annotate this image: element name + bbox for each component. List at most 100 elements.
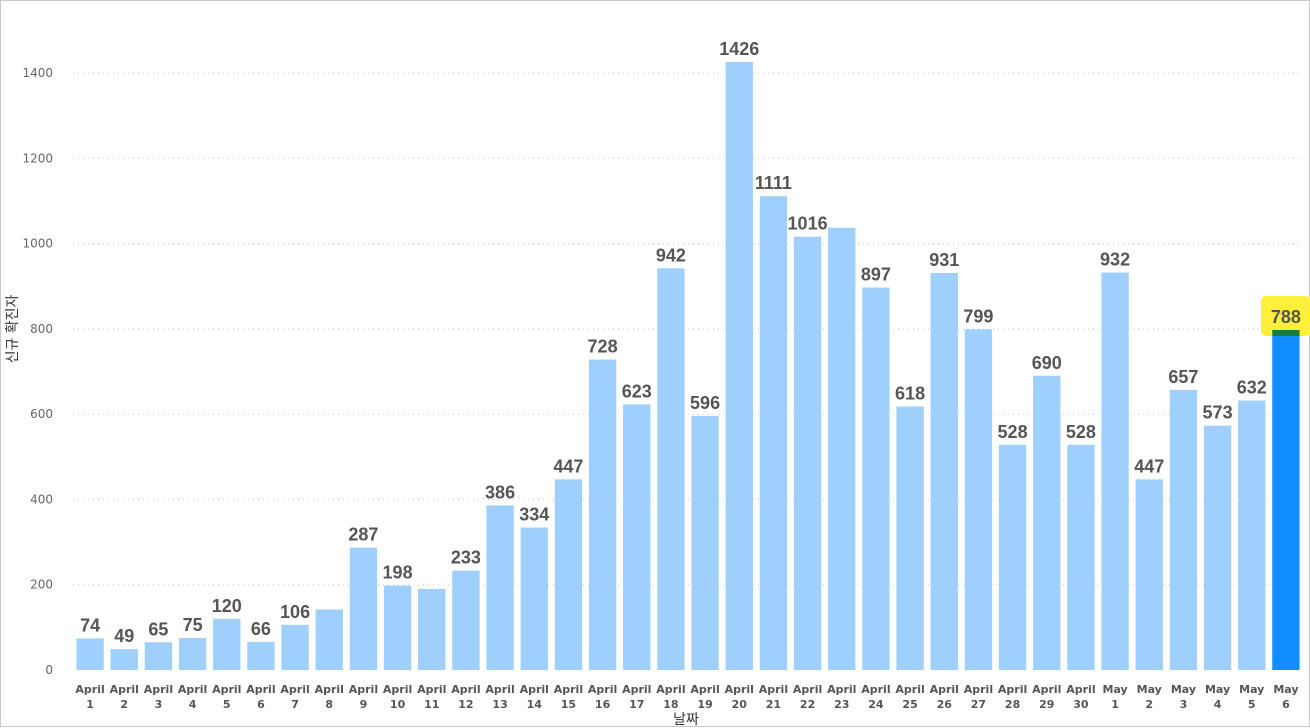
x-tick-month: April xyxy=(485,683,514,696)
bar[interactable] xyxy=(725,61,753,671)
bar[interactable] xyxy=(520,527,548,670)
bar[interactable] xyxy=(554,479,583,670)
x-tick-month: April xyxy=(212,683,241,696)
bar[interactable] xyxy=(281,624,309,670)
y-tick-label: 0 xyxy=(45,663,53,677)
bar[interactable] xyxy=(1033,375,1061,670)
x-tick-day: 27 xyxy=(971,698,986,711)
bar[interactable] xyxy=(349,547,378,670)
x-tick-month: April xyxy=(588,683,617,696)
x-tick-month: April xyxy=(315,683,344,696)
data-label: 1016 xyxy=(788,214,828,234)
highlight-marker xyxy=(1272,329,1300,336)
x-tick-month: April xyxy=(793,683,822,696)
x-tick-month: April xyxy=(895,683,924,696)
bar[interactable] xyxy=(144,642,173,670)
bar[interactable] xyxy=(452,570,480,670)
x-tick-day: 8 xyxy=(325,698,333,711)
x-tick-day: 4 xyxy=(1214,698,1222,711)
x-tick-month: April xyxy=(554,683,583,696)
bar[interactable] xyxy=(862,287,890,670)
x-tick-day: 1 xyxy=(86,698,94,711)
bar[interactable] xyxy=(418,588,446,670)
bar[interactable] xyxy=(178,638,207,670)
bar[interactable] xyxy=(588,359,617,670)
bar[interactable] xyxy=(1101,272,1129,670)
x-tick-day: 30 xyxy=(1073,698,1089,711)
data-label: 690 xyxy=(1032,353,1062,373)
x-tick-day: 19 xyxy=(697,698,712,711)
x-tick-day: 3 xyxy=(1180,698,1188,711)
x-tick-day: 14 xyxy=(527,698,543,711)
data-label: 66 xyxy=(251,619,271,639)
data-label: 932 xyxy=(1100,250,1130,270)
y-tick-label: 200 xyxy=(30,578,53,592)
bar[interactable] xyxy=(1135,479,1163,670)
y-tick-label: 400 xyxy=(30,492,53,506)
bar[interactable] xyxy=(1272,333,1300,670)
highlight-label-background xyxy=(1260,295,1310,336)
bar[interactable] xyxy=(1169,389,1198,670)
y-tick-label: 600 xyxy=(30,407,53,421)
x-tick-day: 29 xyxy=(1039,698,1054,711)
bar[interactable] xyxy=(759,196,788,670)
bar[interactable] xyxy=(998,444,1027,670)
data-label: 65 xyxy=(148,619,168,639)
bar[interactable] xyxy=(383,585,412,670)
x-tick-month: May xyxy=(1137,683,1162,696)
data-label: 528 xyxy=(998,422,1028,442)
bar[interactable] xyxy=(964,329,993,670)
x-tick-month: April xyxy=(998,683,1027,696)
bar[interactable] xyxy=(247,641,275,670)
x-axis-ticks: April 1 April 2 April 3 April 4 April 5 April 6 Apri… xyxy=(75,683,1298,711)
x-tick-day: 1 xyxy=(1111,698,1119,711)
bar[interactable] xyxy=(76,638,104,670)
x-tick-month: April xyxy=(622,683,651,696)
data-label: 106 xyxy=(280,602,310,622)
bar[interactable] xyxy=(213,618,241,670)
bar[interactable] xyxy=(896,406,924,670)
data-label: 198 xyxy=(383,563,413,583)
data-label: 75 xyxy=(183,615,203,635)
x-tick-day: 16 xyxy=(595,698,611,711)
bar[interactable] xyxy=(486,505,514,670)
x-tick-day: 18 xyxy=(663,698,678,711)
x-tick-month: April xyxy=(827,683,856,696)
bar[interactable] xyxy=(657,268,685,670)
bar[interactable] xyxy=(793,236,822,670)
x-tick-day: 2 xyxy=(120,698,128,711)
data-label: 447 xyxy=(1134,456,1164,476)
x-tick-day: 10 xyxy=(390,698,406,711)
x-tick-day: 12 xyxy=(458,698,473,711)
data-label: 386 xyxy=(485,482,515,502)
data-label: 573 xyxy=(1203,403,1233,423)
y-axis-ticks: 0 200 400 600 800 1000 1200 1400 xyxy=(22,66,53,677)
data-label: 728 xyxy=(588,337,618,357)
x-tick-day: 4 xyxy=(189,698,197,711)
bar[interactable] xyxy=(1238,400,1266,670)
y-tick-label: 1400 xyxy=(22,66,53,80)
data-label: 528 xyxy=(1066,422,1096,442)
x-tick-month: April xyxy=(383,683,412,696)
x-tick-month: April xyxy=(1032,683,1061,696)
bar[interactable] xyxy=(623,404,651,670)
bar[interactable] xyxy=(1067,444,1095,670)
bar[interactable] xyxy=(930,272,958,670)
data-label: 632 xyxy=(1237,377,1267,397)
x-tick-month: April xyxy=(246,683,275,696)
x-tick-month: May xyxy=(1273,683,1298,696)
bar[interactable] xyxy=(110,649,138,670)
data-label: 596 xyxy=(690,393,720,413)
data-label: 287 xyxy=(348,525,378,545)
bar[interactable] xyxy=(828,227,856,670)
x-tick-day: 20 xyxy=(732,698,748,711)
bar[interactable] xyxy=(1203,425,1232,670)
data-label: 623 xyxy=(622,381,652,401)
x-tick-day: 23 xyxy=(834,698,849,711)
bars xyxy=(76,61,1300,671)
y-axis-title: 신규 확진자 xyxy=(5,294,21,363)
bar[interactable] xyxy=(315,609,343,670)
x-tick-day: 22 xyxy=(800,698,815,711)
data-label: 618 xyxy=(895,383,925,403)
bar[interactable] xyxy=(691,415,719,670)
